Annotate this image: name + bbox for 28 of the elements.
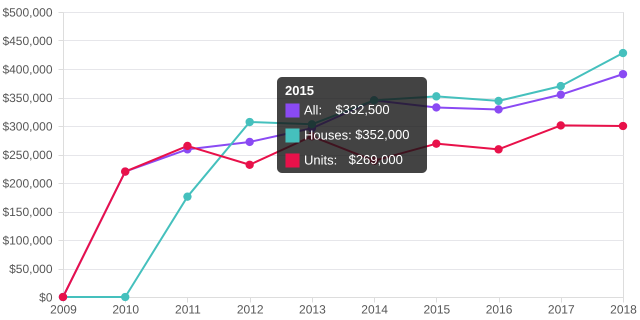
y-tick-label: $350,000 — [2, 91, 53, 105]
x-tick-label: 2013 — [299, 302, 326, 316]
y-tick-label: $450,000 — [2, 34, 53, 48]
annotation: $332,500 — [335, 102, 390, 117]
x-tick-label: 2011 — [175, 302, 202, 316]
x-tick-label: 2009 — [50, 302, 78, 316]
x-tick-label: 2015 — [423, 302, 451, 316]
x-tick-label: 2018 — [610, 302, 638, 316]
y-tick-label: $500,000 — [2, 6, 53, 20]
legend-label: Units: — [304, 152, 338, 168]
x-tick-label: 2016 — [486, 302, 513, 316]
y-tick-label: $250,000 — [2, 148, 53, 162]
x-tick-label: 2017 — [548, 302, 575, 316]
y-tick-label: $0 — [39, 290, 53, 304]
annotation: $352,000 — [355, 127, 410, 142]
y-tick-label: $300,000 — [2, 120, 53, 134]
y-tick-label: $50,000 — [9, 262, 53, 276]
y-tick-label: $100,000 — [2, 234, 53, 248]
legend-label: Houses: — [304, 128, 352, 142]
y-tick-label: $400,000 — [2, 62, 53, 76]
legend-label: All: — [304, 102, 322, 118]
x-tick-label: 2010 — [112, 302, 140, 316]
legend-title: 2015 — [285, 83, 314, 98]
x-tick-label: 2012 — [236, 302, 264, 316]
annotation: $269,000 — [348, 152, 403, 167]
x-tick-label: 2014 — [361, 302, 388, 316]
y-tick-label: $200,000 — [2, 176, 53, 190]
y-tick-label: $150,000 — [2, 205, 53, 219]
